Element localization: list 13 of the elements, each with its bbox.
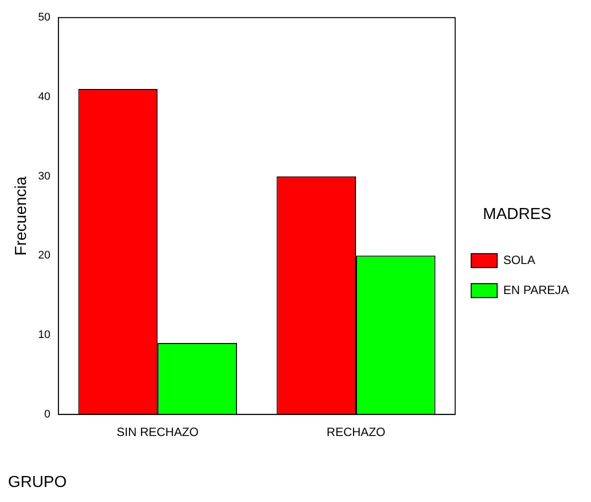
legend-title: MADRES [482,206,552,223]
y-tick-label: 30 [38,170,50,182]
y-tick-label: 20 [38,250,50,262]
x-axis-title: GRUPO [8,474,67,491]
x-tick-label: RECHAZO [326,424,386,439]
y-tick-label: 40 [38,90,50,103]
y-tick-label: 0 [44,408,50,420]
legend-label: SOLA [503,252,536,267]
y-axis-title: Frecuencia [13,176,30,256]
y-tick-label: 50 [38,12,50,24]
y-tick-label: 10 [38,329,50,342]
x-tick-label: SIN RECHAZO [116,424,199,439]
legend-label: EN PAREJA [503,282,569,297]
